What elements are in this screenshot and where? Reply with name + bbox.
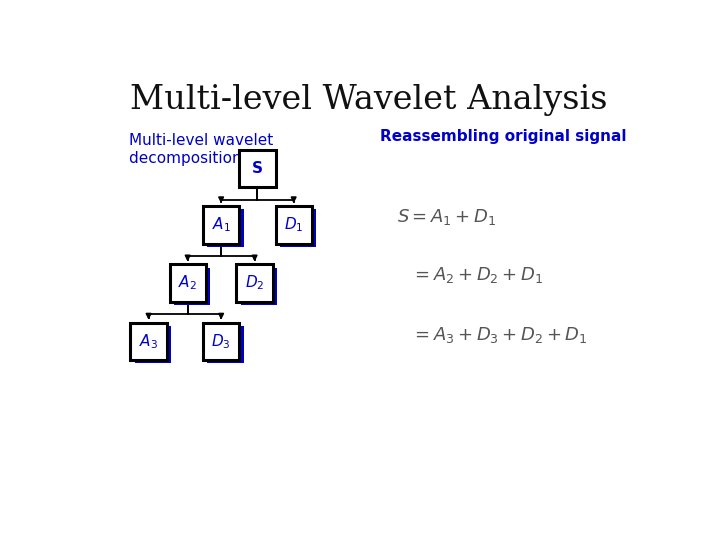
Bar bbox=[169, 265, 206, 302]
Bar bbox=[135, 326, 171, 363]
Text: $D_3$: $D_3$ bbox=[212, 332, 231, 350]
Bar bbox=[203, 206, 239, 244]
Bar bbox=[174, 268, 210, 305]
Bar bbox=[241, 268, 277, 305]
Text: $= A_3 + D_3 + D_2 + D_1$: $= A_3 + D_3 + D_2 + D_1$ bbox=[411, 325, 588, 345]
Text: Multi-level Wavelet Analysis: Multi-level Wavelet Analysis bbox=[130, 84, 608, 116]
Bar bbox=[280, 210, 316, 247]
Text: $D_2$: $D_2$ bbox=[245, 274, 264, 293]
Text: S: S bbox=[252, 161, 263, 176]
Text: $A_1$: $A_1$ bbox=[212, 215, 230, 234]
Bar bbox=[130, 322, 167, 360]
Bar bbox=[207, 326, 244, 363]
Bar bbox=[207, 210, 244, 247]
Bar bbox=[203, 322, 239, 360]
Text: $A_3$: $A_3$ bbox=[139, 332, 158, 350]
Text: $= A_2 + D_2 + D_1$: $= A_2 + D_2 + D_1$ bbox=[411, 265, 543, 285]
Text: Reassembling original signal: Reassembling original signal bbox=[380, 129, 626, 144]
Bar bbox=[276, 206, 312, 244]
Bar bbox=[236, 265, 273, 302]
Text: $D_1$: $D_1$ bbox=[284, 215, 303, 234]
Text: Multi-level wavelet
decomposition tree: Multi-level wavelet decomposition tree bbox=[129, 133, 278, 166]
Text: $S = A_1 + D_1$: $S = A_1 + D_1$ bbox=[397, 207, 496, 227]
Text: $A_2$: $A_2$ bbox=[178, 274, 197, 293]
Bar bbox=[239, 150, 276, 187]
